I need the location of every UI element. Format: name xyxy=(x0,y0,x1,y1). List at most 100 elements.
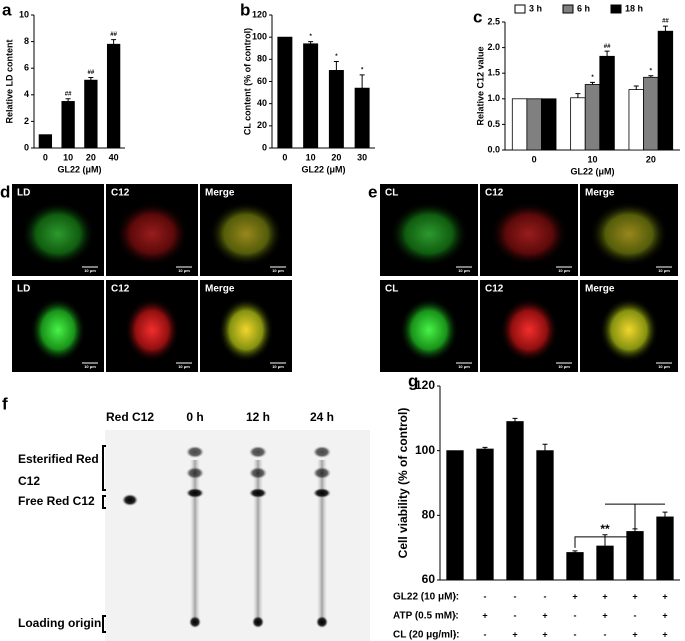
channel-label: C12 xyxy=(111,188,130,199)
tlc-spot xyxy=(313,488,331,498)
scale-label: 10 μm xyxy=(84,364,96,369)
condition-name: ATP (0.5 mM): xyxy=(393,611,459,622)
bar xyxy=(526,98,542,151)
bar xyxy=(541,98,557,151)
lane-label: 0 h xyxy=(186,410,203,424)
bar xyxy=(61,101,75,149)
tlc-spot xyxy=(186,446,204,458)
y-tick-label: 0 xyxy=(24,142,29,152)
tlc-spot xyxy=(249,446,267,458)
error-bar xyxy=(662,511,668,517)
scale-label: 10 μm xyxy=(458,364,470,369)
y-tick-label: 8 xyxy=(24,36,29,46)
annotation: ## xyxy=(88,70,95,76)
error-bar xyxy=(572,550,578,553)
error-bar xyxy=(604,50,610,57)
channel-label: C12 xyxy=(111,284,130,295)
channel-label: C12 xyxy=(485,188,504,199)
cell-signal xyxy=(209,201,283,267)
tlc-spot xyxy=(249,467,267,479)
channel-label: LD xyxy=(17,188,30,199)
y-tick-label: 60 xyxy=(422,572,436,586)
channel-label: LD xyxy=(17,284,30,295)
x-tick-label: 20 xyxy=(86,152,96,162)
y-tick-label: 1.5 xyxy=(487,68,500,78)
tlc-spot xyxy=(122,494,138,506)
condition-cell: - xyxy=(454,629,457,639)
y-tick-label: 1.0 xyxy=(487,93,500,103)
scale-label: 10 μm xyxy=(658,364,670,369)
cell-signal xyxy=(589,201,669,267)
condition-cell: - xyxy=(454,591,457,601)
scale-label: 10 μm xyxy=(558,364,570,369)
scale-label: 10 μm xyxy=(178,364,190,369)
tlc-spot xyxy=(313,467,331,479)
condition-cell: + xyxy=(602,610,607,620)
condition-cell: - xyxy=(484,591,487,601)
panel-letter: e xyxy=(368,182,377,201)
legend-swatch xyxy=(514,4,526,14)
condition-cell: - xyxy=(514,610,517,620)
panel-letter: g xyxy=(408,371,418,390)
cell-signal xyxy=(489,201,569,267)
panel-letter: a xyxy=(2,0,12,19)
scale-label: 10 μm xyxy=(658,268,670,273)
condition-cell: - xyxy=(604,629,607,639)
condition-cell: - xyxy=(454,610,457,620)
scale-label: 10 μm xyxy=(558,268,570,273)
error-bar xyxy=(662,25,668,32)
condition-cell: + xyxy=(662,629,667,639)
error-bar xyxy=(111,39,117,45)
tlc-spot xyxy=(252,616,264,628)
significance-label: ** xyxy=(600,522,610,536)
annotation: * xyxy=(591,75,594,81)
bar xyxy=(566,552,584,581)
bar xyxy=(476,448,494,581)
x-tick-label: 10 xyxy=(587,154,597,164)
channel-label: Merge xyxy=(585,284,615,295)
scale-label: 10 μm xyxy=(84,268,96,273)
error-bar xyxy=(359,74,365,89)
scale-label: 10 μm xyxy=(272,364,284,369)
channel-label: CL xyxy=(385,188,398,199)
bar xyxy=(599,55,615,151)
y-tick-label: 60 xyxy=(257,76,267,86)
annotation: ## xyxy=(662,19,669,25)
y-axis-label: Relative C12 value xyxy=(475,46,485,125)
band-label: Esterified Red xyxy=(18,452,99,466)
condition-cell: - xyxy=(634,610,637,620)
error-bar xyxy=(88,77,94,81)
condition-cell: + xyxy=(572,591,577,601)
error-bar xyxy=(65,98,71,102)
error-bar xyxy=(482,446,488,450)
y-tick-label: 0 xyxy=(262,142,267,152)
y-tick-label: 0.5 xyxy=(487,119,500,129)
bar xyxy=(511,98,528,151)
annotation: * xyxy=(309,34,312,40)
x-tick-label: 20 xyxy=(331,152,341,162)
band-label: Loading origin xyxy=(18,616,101,630)
channel-label: Merge xyxy=(205,188,235,199)
channel-label: C12 xyxy=(485,284,504,295)
scale-label: 10 μm xyxy=(178,268,190,273)
y-axis-label: Relative LD content xyxy=(4,39,14,123)
panel-letter: b xyxy=(240,0,250,19)
bar xyxy=(657,30,674,151)
annotation: * xyxy=(361,67,364,73)
condition-cell: + xyxy=(512,629,517,639)
error-bar xyxy=(590,81,595,85)
lane-label: Red C12 xyxy=(106,410,154,424)
panel-letter: f xyxy=(2,394,8,413)
condition-cell: + xyxy=(542,610,547,620)
cell-signal xyxy=(30,297,86,363)
x-axis-label: GL22 (μM) xyxy=(570,166,614,176)
tlc-spot xyxy=(186,488,204,498)
tlc-spot xyxy=(249,488,267,498)
y-tick-label: 20 xyxy=(257,120,267,130)
band-label: C12 xyxy=(18,474,40,488)
legend-label: 6 h xyxy=(577,3,590,13)
condition-cell: - xyxy=(574,610,577,620)
condition-cell: + xyxy=(662,591,667,601)
x-tick-label: 0 xyxy=(532,154,537,164)
